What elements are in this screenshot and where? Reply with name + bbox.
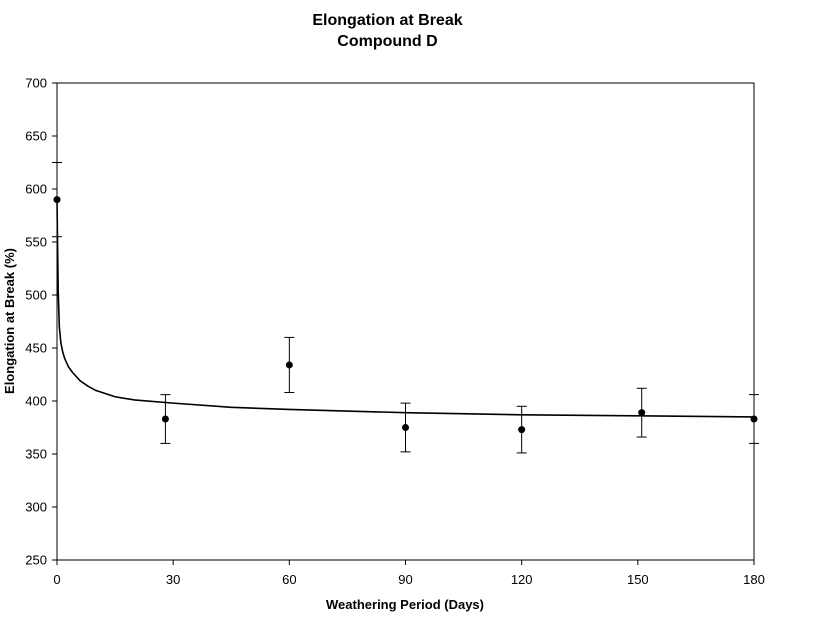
y-tick-label: 700: [25, 76, 47, 91]
data-point: [638, 409, 646, 417]
y-tick-label: 300: [25, 500, 47, 515]
y-axis-title: Elongation at Break (%): [2, 248, 17, 394]
data-point-group: [160, 394, 171, 444]
data-point-group: [52, 162, 62, 238]
y-axis: 250 300 350 400 450 500 550 600 650 700: [25, 76, 57, 568]
data-point-group: [636, 387, 647, 438]
data-point-group: [400, 402, 411, 453]
y-tick-label: 600: [25, 182, 47, 197]
x-tick-label: 90: [398, 572, 412, 587]
x-axis-title: Weathering Period (Days): [326, 597, 484, 612]
data-point: [53, 196, 61, 204]
x-axis: 0 30 60 90 120 150 180: [53, 560, 765, 587]
x-tick-label: 150: [627, 572, 649, 587]
data-point: [285, 361, 293, 369]
y-tick-label: 250: [25, 553, 47, 568]
y-tick-label: 650: [25, 129, 47, 144]
y-tick-label: 450: [25, 341, 47, 356]
trendline: [56, 199, 755, 418]
data-points-layer: [52, 162, 759, 454]
data-point: [518, 426, 526, 434]
data-point-group: [516, 405, 527, 454]
chart-title-block: Elongation at Break Compound D: [0, 10, 775, 52]
x-tick-label: 180: [743, 572, 765, 587]
y-tick-label: 550: [25, 235, 47, 250]
x-tick-label: 60: [282, 572, 296, 587]
trendline-layer: [56, 199, 755, 418]
data-point-group: [749, 394, 759, 444]
x-tick-label: 0: [53, 572, 60, 587]
plot-area: [56, 82, 755, 561]
y-tick-label: 500: [25, 288, 47, 303]
data-point-group: [284, 336, 295, 394]
data-point: [402, 424, 409, 431]
y-tick-label: 400: [25, 394, 47, 409]
chart-title: Elongation at Break: [312, 12, 463, 29]
data-point: [750, 415, 758, 423]
x-tick-label: 120: [511, 572, 533, 587]
y-tick-label: 350: [25, 447, 47, 462]
x-tick-label: 30: [166, 572, 180, 587]
chart-subtitle: Compound D: [337, 33, 438, 50]
data-point: [161, 415, 169, 423]
